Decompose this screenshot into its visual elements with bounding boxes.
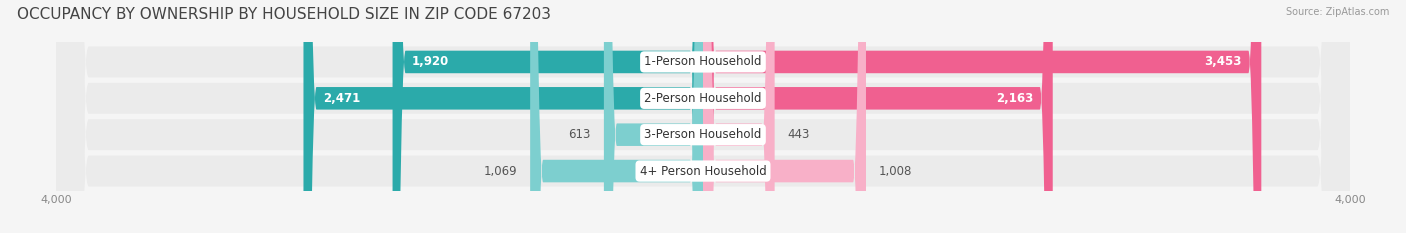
FancyBboxPatch shape <box>703 0 1261 233</box>
Text: 3,453: 3,453 <box>1205 55 1241 69</box>
FancyBboxPatch shape <box>56 0 1350 233</box>
Text: 1,008: 1,008 <box>879 164 912 178</box>
FancyBboxPatch shape <box>392 0 703 233</box>
Text: 1,069: 1,069 <box>484 164 517 178</box>
Text: 4+ Person Household: 4+ Person Household <box>640 164 766 178</box>
Text: 3-Person Household: 3-Person Household <box>644 128 762 141</box>
Text: OCCUPANCY BY OWNERSHIP BY HOUSEHOLD SIZE IN ZIP CODE 67203: OCCUPANCY BY OWNERSHIP BY HOUSEHOLD SIZE… <box>17 7 551 22</box>
FancyBboxPatch shape <box>56 0 1350 233</box>
FancyBboxPatch shape <box>703 0 1053 233</box>
FancyBboxPatch shape <box>304 0 703 233</box>
Text: 1,920: 1,920 <box>412 55 449 69</box>
FancyBboxPatch shape <box>56 0 1350 233</box>
Text: 443: 443 <box>787 128 810 141</box>
Text: 1-Person Household: 1-Person Household <box>644 55 762 69</box>
Text: 2,163: 2,163 <box>995 92 1033 105</box>
FancyBboxPatch shape <box>703 0 775 233</box>
FancyBboxPatch shape <box>605 0 703 233</box>
Text: 613: 613 <box>568 128 591 141</box>
FancyBboxPatch shape <box>56 0 1350 233</box>
FancyBboxPatch shape <box>703 0 866 233</box>
Text: 2-Person Household: 2-Person Household <box>644 92 762 105</box>
Text: 2,471: 2,471 <box>323 92 360 105</box>
FancyBboxPatch shape <box>530 0 703 233</box>
Text: Source: ZipAtlas.com: Source: ZipAtlas.com <box>1285 7 1389 17</box>
